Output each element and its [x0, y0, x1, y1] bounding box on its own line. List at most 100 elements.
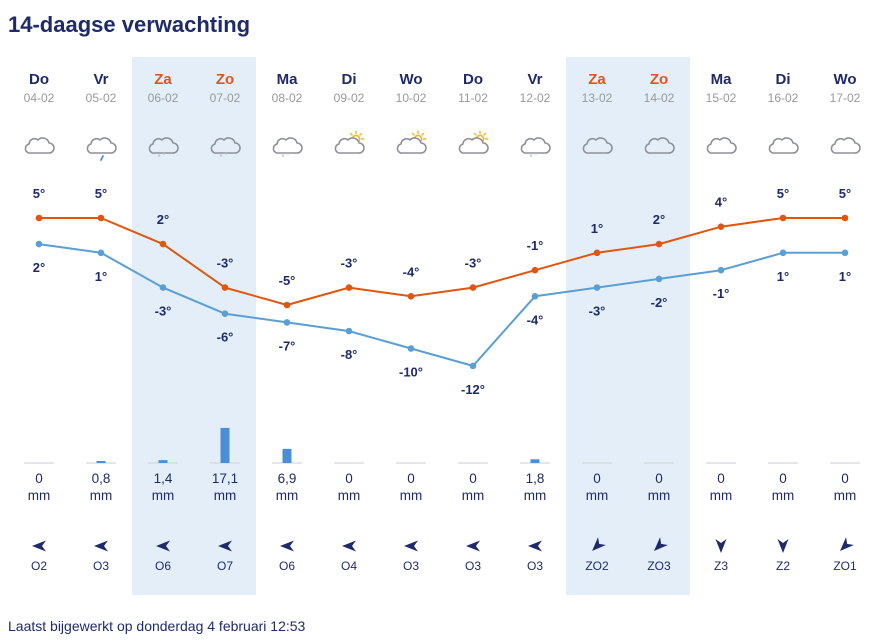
min-temp-label: -8°: [341, 347, 358, 362]
day-name: Ma: [277, 71, 298, 88]
max-temp-label: 4°: [715, 195, 727, 210]
wind-label: Z2: [776, 559, 790, 573]
precip-unit: mm: [400, 488, 423, 503]
temperature-chart: [35, 214, 849, 370]
precip-bar: [220, 427, 230, 463]
wind-label: ZO2: [585, 559, 609, 573]
wind-direction-icon: [777, 539, 789, 553]
day-date: 05-02: [86, 91, 117, 105]
max-temp-label: -1°: [527, 238, 544, 253]
day-column-header: Vr 05-02: [86, 71, 117, 105]
last-updated-text: Laatst bijgewerkt op donderdag 4 februar…: [8, 618, 306, 634]
max-temperature-line-point: [531, 266, 539, 274]
precip-bar: [282, 448, 292, 463]
precip-unit: mm: [462, 488, 485, 503]
max-temp-label: 2°: [157, 212, 169, 227]
wind-label: Z3: [714, 559, 728, 573]
precip-unit: mm: [338, 488, 361, 503]
max-temperature-line-point: [159, 240, 167, 248]
svg-text:*: *: [529, 153, 532, 162]
svg-text:*: *: [286, 151, 289, 160]
precip-unit: mm: [648, 488, 671, 503]
max-temperature-line-point: [593, 249, 601, 257]
day-date: 15-02: [706, 91, 737, 105]
day-date: 09-02: [334, 91, 365, 105]
wind-direction-icon: [528, 540, 542, 552]
precip-amount: 0: [345, 471, 353, 486]
min-temperature-line-point: [593, 284, 601, 291]
day-column-header: Ma 15-02: [706, 71, 737, 105]
min-temperature-line-point: [221, 310, 229, 318]
wind-direction-icon: [94, 540, 108, 552]
wind-column: ZO3: [647, 537, 671, 573]
page-title: 14-daagse verwachting: [8, 12, 251, 37]
day-column-header: Zo 14-02: [644, 71, 675, 105]
day-name: Ma: [711, 71, 732, 88]
day-name: Zo: [216, 71, 234, 88]
cloud-snow-icon: **: [210, 137, 241, 162]
svg-text:*: *: [162, 151, 165, 160]
day-column-header: Vr 12-02: [520, 71, 551, 105]
min-temperature-line-point: [159, 284, 167, 291]
precip-amount: 0: [717, 471, 725, 486]
max-temperature-line-point: [283, 301, 291, 309]
cloud-icon: [582, 137, 613, 154]
wind-label: O3: [527, 559, 543, 573]
wind-label: O4: [341, 559, 357, 573]
min-temperature-line-point: [345, 327, 353, 335]
precip-bar: [530, 459, 540, 463]
wind-direction-icon: [466, 540, 480, 552]
wind-column: O6: [279, 540, 295, 573]
wind-label: O7: [217, 559, 233, 573]
day-name: Wo: [833, 71, 856, 88]
max-temp-label: 5°: [777, 186, 789, 201]
wind-direction-icon: [342, 540, 356, 552]
day-column-header: Za 13-02: [582, 71, 613, 105]
max-temperature-line-point: [345, 284, 353, 291]
min-temperature-line-point: [97, 249, 105, 257]
max-temp-label: -5°: [279, 273, 296, 288]
cloud-sun-icon: [458, 130, 489, 154]
wind-label: ZO1: [833, 559, 857, 573]
max-temperature-line-point: [469, 284, 477, 291]
precip-amount: 0: [841, 471, 849, 486]
min-temp-label: -12°: [461, 382, 485, 397]
precip-amount: 0: [593, 471, 601, 486]
day-date: 06-02: [148, 91, 179, 105]
day-name: Za: [588, 71, 606, 88]
cloud-icon: [644, 137, 675, 154]
day-date: 16-02: [768, 91, 799, 105]
cloud-sun-icon: [396, 130, 427, 154]
cloud-icon: [24, 137, 55, 154]
cloud-snow-icon: **: [520, 137, 551, 162]
wind-column: ZO1: [833, 537, 857, 573]
wind-direction-icon: [592, 537, 606, 551]
wind-direction-icon: [715, 539, 727, 553]
max-temperature-line-path: [39, 217, 845, 306]
svg-text:*: *: [534, 151, 537, 160]
wind-label: O3: [465, 559, 481, 573]
day-name: Di: [776, 71, 791, 88]
svg-text:*: *: [219, 153, 222, 162]
max-temperature-line-point: [717, 223, 725, 230]
precip-amount: 0,8: [92, 471, 111, 486]
min-temp-label: -3°: [155, 304, 172, 319]
max-temp-label: 1°: [591, 221, 603, 236]
wind-column: O3: [403, 540, 419, 573]
day-column-header: Wo 17-02: [830, 71, 861, 105]
min-temperature-line-path: [38, 243, 845, 367]
precip-unit: mm: [90, 488, 113, 503]
day-column-header: Do 04-02: [24, 71, 55, 105]
min-temperature-line-point: [469, 362, 477, 370]
day-name: Di: [342, 71, 357, 88]
max-temperature-line-point: [841, 214, 849, 222]
min-temperature-line-point: [779, 249, 787, 257]
precip-amount: 0: [35, 471, 43, 486]
max-temp-label: 5°: [839, 186, 851, 201]
precipitation-values: 0 mm 0,8 mm 1,4 mm 17,1 mm 6,9 mm 0 mm 0 mm 0 mm 1,8 mm 0 m…: [28, 471, 857, 503]
wind-label: O3: [93, 559, 109, 573]
cloud-icon: [706, 137, 737, 154]
cloud-icon: [830, 137, 861, 154]
max-temperature-line-point: [779, 214, 787, 222]
max-temp-label: 5°: [95, 186, 107, 201]
